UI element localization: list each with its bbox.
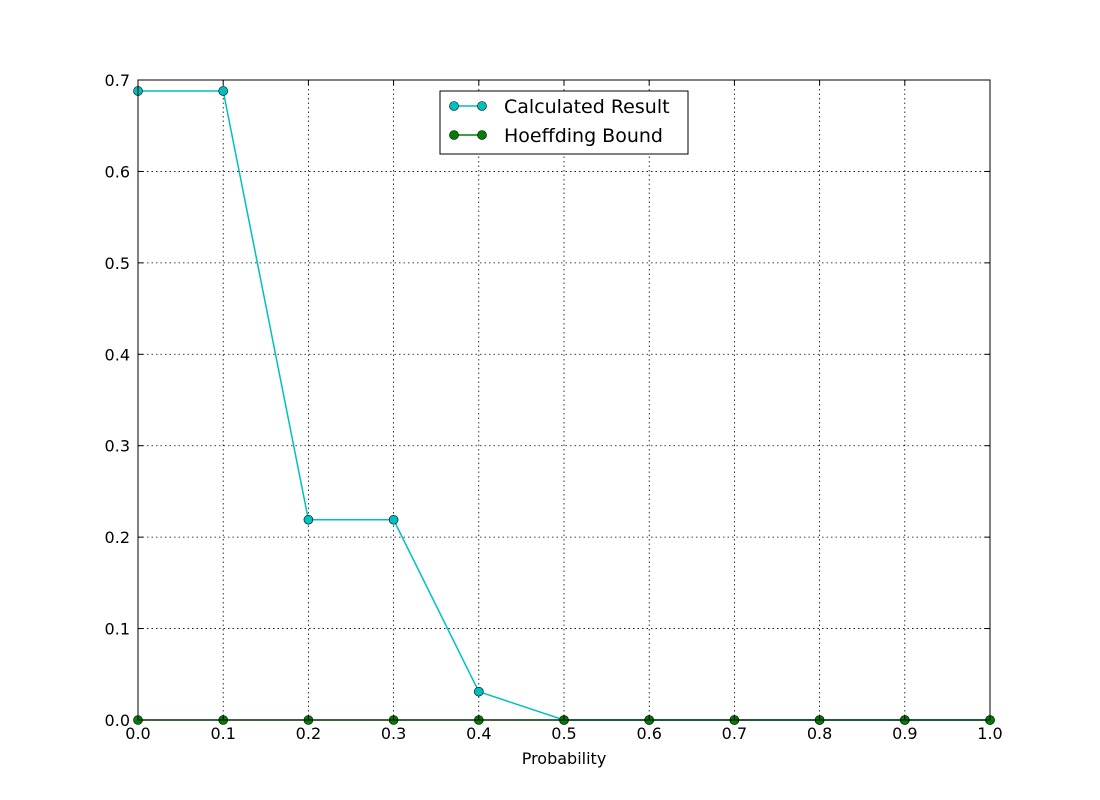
x-tick-label: 0.2 bbox=[296, 724, 321, 743]
data-point-calculated-result bbox=[218, 86, 228, 96]
x-tick-label: 0.7 bbox=[722, 724, 747, 743]
x-tick-label: 0.3 bbox=[381, 724, 406, 743]
y-tick-label: 0.0 bbox=[105, 711, 130, 730]
y-tick-label: 0.7 bbox=[105, 71, 130, 90]
x-tick-label: 1.0 bbox=[977, 724, 1002, 743]
legend-marker bbox=[449, 101, 459, 111]
y-tick-label: 0.5 bbox=[105, 254, 130, 273]
x-tick-label: 0.6 bbox=[636, 724, 661, 743]
legend-marker bbox=[449, 130, 459, 140]
x-tick-label: 0.1 bbox=[210, 724, 235, 743]
grid-lines bbox=[137, 79, 991, 721]
data-point-calculated-result bbox=[388, 514, 399, 525]
axis-ticks: 0.0 0.1 0.2 0.3 0.4 0.5 0.6 0.7 0.8 0.9 1.0 0.0 0.1 0… bbox=[105, 71, 1003, 743]
x-tick-label: 0.9 bbox=[892, 724, 917, 743]
legend: Calculated Result Hoeffding Bound bbox=[439, 90, 689, 155]
y-tick-label: 0.4 bbox=[105, 345, 130, 364]
legend-label: Hoeffding Bound bbox=[504, 125, 663, 147]
y-tick-label: 0.1 bbox=[105, 620, 130, 639]
x-tick-label: 0.4 bbox=[466, 724, 491, 743]
legend-label: Calculated Result bbox=[504, 96, 670, 118]
legend-box bbox=[439, 90, 689, 155]
x-tick-label: 0.8 bbox=[807, 724, 832, 743]
data-point-calculated-result bbox=[303, 514, 314, 525]
x-tick-label: 0.5 bbox=[551, 724, 576, 743]
y-tick-label: 0.3 bbox=[105, 437, 130, 456]
legend-item-calculated-result: Calculated Result bbox=[449, 96, 670, 118]
legend-item-hoeffding-bound: Hoeffding Bound bbox=[449, 125, 663, 147]
legend-marker bbox=[477, 101, 487, 111]
x-axis-label: Probability bbox=[522, 749, 607, 768]
y-tick-label: 0.2 bbox=[105, 528, 130, 547]
x-tick-label: 0.0 bbox=[125, 724, 150, 743]
legend-marker bbox=[477, 130, 487, 140]
y-tick-label: 0.6 bbox=[105, 162, 130, 181]
data-point-calculated-result bbox=[473, 686, 484, 697]
